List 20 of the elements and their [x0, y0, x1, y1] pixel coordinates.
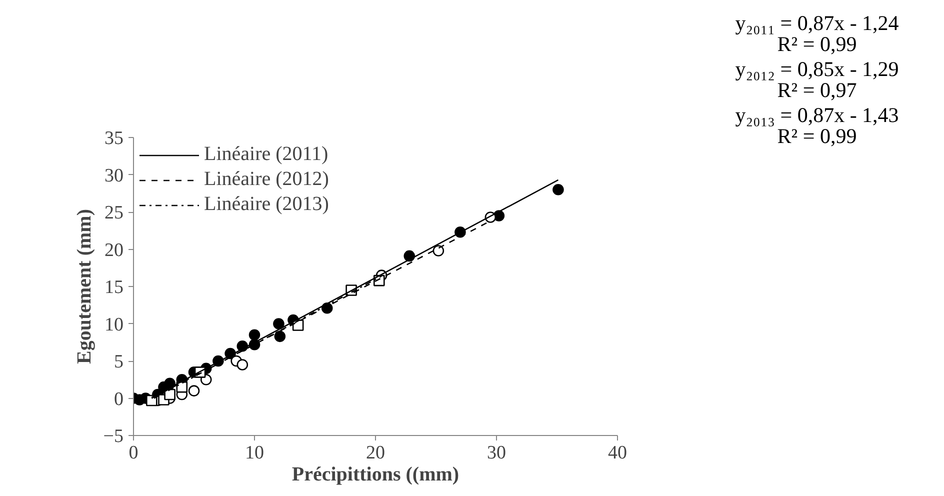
x-tick-label: 20 [366, 442, 385, 464]
y-tick-label: 0 [114, 388, 124, 410]
x-tick-label: 0 [128, 442, 138, 464]
x-tick-label: 10 [245, 442, 264, 464]
text: y₂₀₁₃ = 0,87x - 1,43 R² = 0,99 [735, 103, 899, 148]
x-axis-title: Précipittions ((mm) [292, 464, 460, 486]
y-tick-label: 25 [104, 202, 124, 224]
y-tick-label: 10 [104, 314, 124, 336]
legend-label: Linéaire (2011) [204, 143, 328, 166]
y-tick-label: 5 [114, 352, 124, 372]
y-axis-title: Egoutement (mm) [73, 209, 96, 364]
x-tick-label: 30 [487, 442, 506, 464]
y-tick-label: 15 [104, 277, 124, 298]
x-tick-label: 40 [608, 442, 627, 464]
y-tick-label: −5 [103, 426, 124, 447]
y-tick-label: 20 [104, 240, 124, 261]
legend-label: Linéaire (2012) [204, 168, 329, 191]
legend-label: Linéaire (2013) [204, 193, 329, 216]
y-tick-label: 35 [104, 128, 124, 149]
y-tick-label: 30 [104, 165, 124, 186]
